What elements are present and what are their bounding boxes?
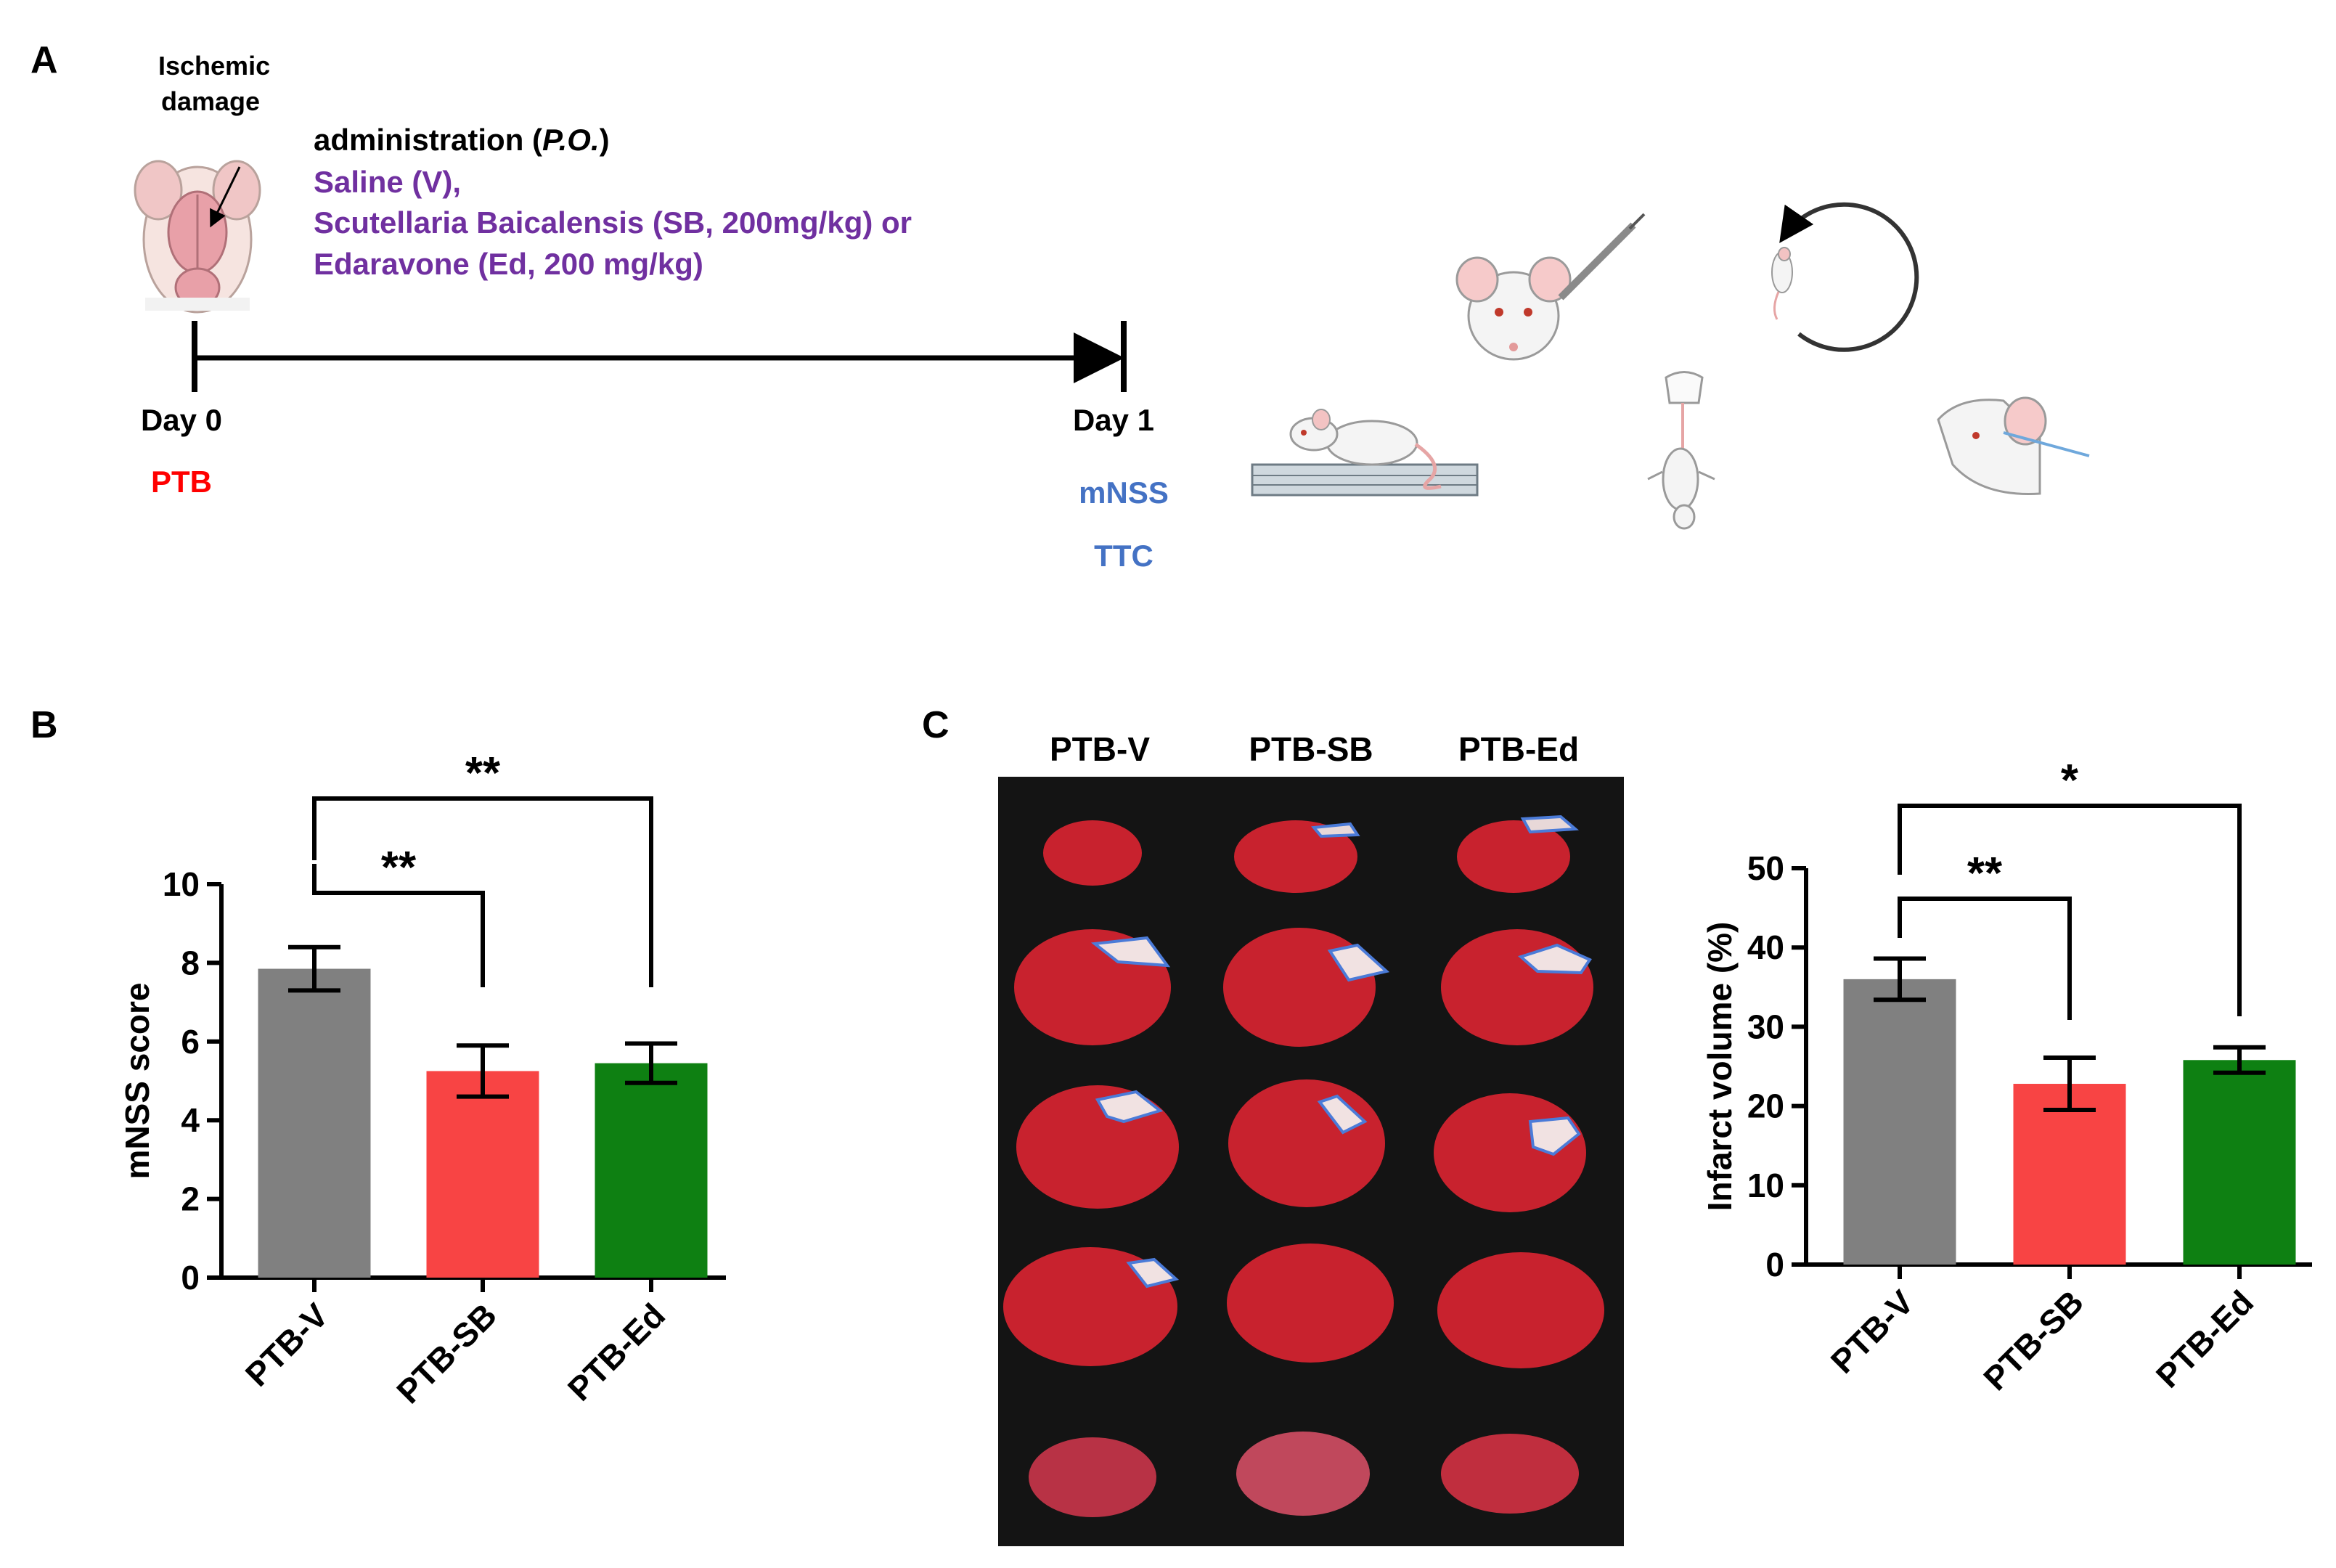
- y-tick-label: 0: [181, 1259, 200, 1297]
- tail-suspension-icon: [1647, 371, 1715, 530]
- y-axis-label: Infarct volume (%): [1701, 922, 1739, 1212]
- y-tick-label: 6: [181, 1023, 200, 1061]
- significance-bracket: [1898, 804, 2242, 1016]
- ttc-column-label-ptb-v: PTB-V: [1050, 730, 1150, 768]
- treatment-edaravone: Edaravone (Ed, 200 mg/kg): [314, 247, 703, 281]
- ttc-column-label-ptb-ed: PTB-Ed: [1458, 730, 1579, 768]
- infarct-outline: [1327, 943, 1390, 982]
- brain-slice: [1234, 820, 1357, 893]
- x-tick-label: PTB-Ed: [560, 1296, 672, 1408]
- brain-slice: [1236, 1432, 1370, 1516]
- x-tick-label: PTB-Ed: [2149, 1283, 2261, 1395]
- day0-event-ptb: PTB: [151, 465, 212, 499]
- significance-bracket: [312, 796, 653, 987]
- panel-c-label: C: [922, 704, 949, 746]
- infarct-outline: [1317, 1094, 1368, 1135]
- brain-slice: [1227, 1244, 1394, 1363]
- brain-slice: [1228, 1079, 1385, 1207]
- infarct-outline: [1095, 1090, 1164, 1124]
- y-tick-label: 10: [163, 865, 200, 903]
- y-tick-label: 0: [1765, 1246, 1784, 1283]
- brain-slice: [1003, 1247, 1177, 1366]
- panel-a-label: A: [30, 39, 58, 81]
- day1-event-mnss: mNSS: [1079, 475, 1169, 510]
- x-tick-label: PTB-V: [1824, 1283, 1922, 1381]
- timeline: [192, 321, 1127, 392]
- bar-ptb-v: [1843, 979, 1956, 1265]
- panel-b: B 0 2 4 6 8 10 mNSS score PTB-V PTB-SB PTB-Ed ** **: [30, 704, 726, 1410]
- x-tick-label: PTB-V: [238, 1296, 336, 1394]
- significance-marker: **: [1967, 849, 2003, 899]
- y-tick-label: 10: [1747, 1167, 1784, 1204]
- panel-c: C PTB-V PTB-SB PTB-Ed: [922, 704, 2312, 1546]
- y-tick-label: 50: [1747, 849, 1784, 887]
- panel-b-label: B: [30, 704, 58, 746]
- brain-slice: [1441, 929, 1593, 1045]
- ttc-column-label-ptb-sb: PTB-SB: [1249, 730, 1373, 768]
- significance-marker: **: [381, 843, 417, 893]
- infarct-outline: [1090, 936, 1171, 968]
- ischemic-damage-label-line2: damage: [161, 86, 260, 116]
- mnss-bar-chart: 0 2 4 6 8 10 mNSS score PTB-V PTB-SB PTB-Ed ** **: [118, 748, 726, 1410]
- behavior-tests-illustration: [1251, 202, 2090, 530]
- brain-slice: [1434, 1093, 1586, 1212]
- infarct-outline: [1518, 943, 1592, 975]
- ttc-stained-brain-slices-photo: [998, 777, 1624, 1546]
- brain-slice: [1029, 1437, 1156, 1517]
- brain-slice: [1441, 1434, 1579, 1514]
- infarct-outline: [1311, 822, 1360, 838]
- infarct-outline: [1126, 1257, 1180, 1289]
- mouse-head-brain-illustration: [134, 160, 261, 314]
- day1-label: Day 1: [1073, 403, 1154, 437]
- bar-ptb-sb: [2013, 1084, 2126, 1265]
- brain-slice: [1437, 1252, 1604, 1368]
- infarct-outline: [1520, 814, 1580, 834]
- rotation-circle-icon: [1771, 202, 1919, 352]
- significance-bracket: [312, 864, 485, 987]
- infarct-outline: [1528, 1116, 1581, 1156]
- y-axis-label: mNSS score: [118, 982, 156, 1179]
- y-tick-label: 30: [1747, 1008, 1784, 1045]
- treatment-sb: Scutellaria Baicalensis (SB, 200mg/kg) o…: [314, 205, 912, 240]
- y-tick-label: 20: [1747, 1087, 1784, 1125]
- beam-walk-mouse-icon: [1251, 409, 1479, 497]
- bar-ptb-ed: [595, 1063, 708, 1278]
- y-tick-label: 2: [181, 1180, 200, 1218]
- bar-ptb-sb: [426, 1071, 539, 1278]
- bar-ptb-v: [258, 968, 371, 1278]
- x-tick-label: PTB-SB: [1976, 1283, 2091, 1397]
- day0-label: Day 0: [141, 403, 222, 437]
- significance-bracket: [1898, 897, 2072, 1020]
- x-tick-label: PTB-SB: [389, 1296, 504, 1410]
- panel-a: A Ischemic damage administration (P.O.) …: [30, 39, 2090, 573]
- ischemic-damage-label-line1: Ischemic: [158, 51, 270, 81]
- treatment-saline: Saline (V),: [314, 165, 461, 199]
- significance-marker: **: [465, 748, 501, 799]
- bar-ptb-ed: [2183, 1060, 2296, 1265]
- brain-slice: [1457, 820, 1570, 893]
- y-tick-label: 4: [181, 1101, 200, 1139]
- brain-slice: [1016, 1085, 1179, 1209]
- y-tick-label: 8: [181, 944, 200, 981]
- administration-route-label: administration (P.O.): [314, 123, 610, 157]
- mouse-face-injection-icon: [1455, 213, 1646, 361]
- y-tick-label: 40: [1747, 928, 1784, 966]
- brain-slice: [1043, 820, 1142, 886]
- whisker-test-icon: [1937, 396, 2090, 495]
- day1-event-ttc: TTC: [1094, 539, 1153, 573]
- significance-marker: *: [2061, 756, 2079, 806]
